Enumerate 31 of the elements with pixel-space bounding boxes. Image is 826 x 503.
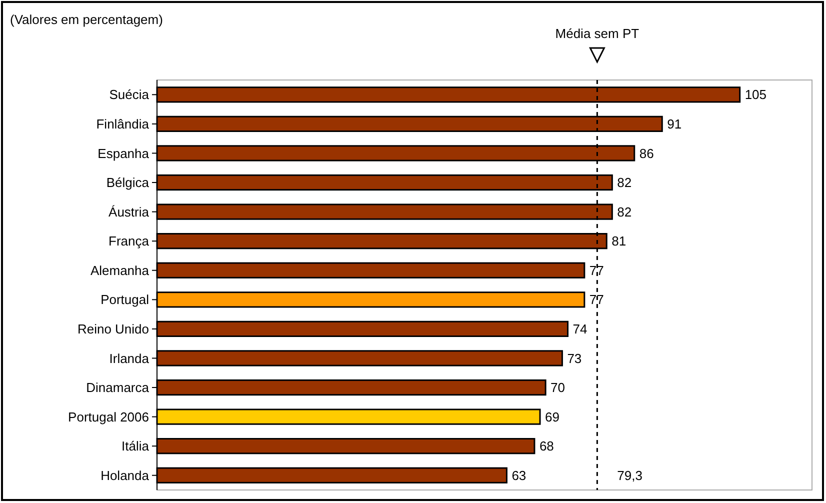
y-tick-label: Reino Unido — [77, 321, 149, 336]
y-tick-label: Portugal — [100, 292, 150, 308]
ref-line-label: Média sem PT — [555, 26, 640, 41]
y-tick-label: Itália — [122, 438, 150, 454]
y-tick-label: Dinamarca — [86, 380, 150, 396]
data-label: 74 — [572, 321, 588, 336]
annotation: 79,3 — [617, 468, 642, 483]
y-tick-label: Holanda — [100, 468, 150, 483]
chart-title: (Valores em percentagem) — [10, 12, 163, 27]
y-tick-label: Finlândia — [96, 116, 150, 132]
y-tick-label: França — [108, 234, 150, 249]
data-label: 82 — [617, 175, 632, 190]
y-tick-label: Áustria — [108, 204, 150, 220]
y-tick-label: Espanha — [98, 146, 150, 161]
data-label: 77 — [589, 292, 604, 308]
data-label: 69 — [545, 409, 560, 424]
data-label: 68 — [539, 438, 554, 454]
data-label: 73 — [567, 350, 582, 366]
y-tick-label: Alemanha — [90, 262, 150, 278]
data-label: 91 — [667, 116, 682, 132]
data-label: 70 — [550, 380, 566, 396]
data-label: 86 — [639, 146, 654, 161]
data-label: 63 — [512, 468, 526, 483]
data-label: 77 — [589, 262, 604, 278]
data-label: 81 — [612, 234, 626, 249]
y-tick-label: Suécia — [109, 87, 150, 102]
y-tick-label: Irlanda — [109, 350, 150, 366]
data-label: 105 — [744, 87, 767, 102]
y-tick-label: Bélgica — [106, 175, 150, 190]
y-tick-label: Portugal 2006 — [68, 409, 149, 424]
data-label: 82 — [617, 204, 632, 220]
